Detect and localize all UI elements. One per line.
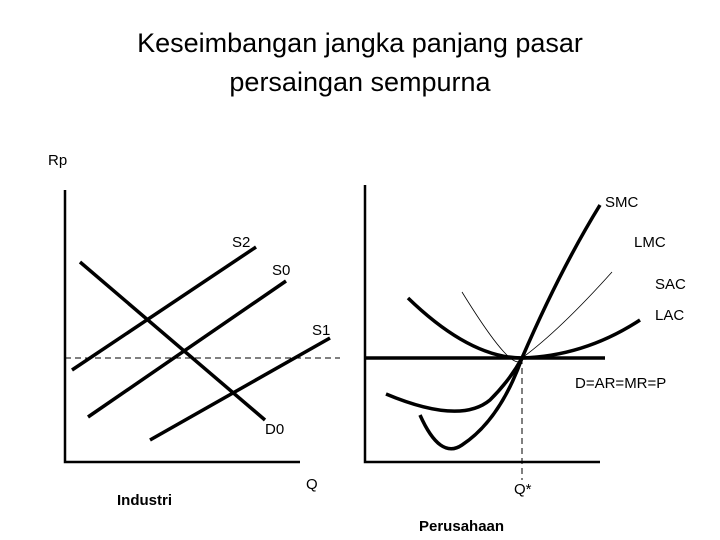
curve-label: D=AR=MR=P (575, 375, 666, 392)
sac-curve (385, 357, 524, 413)
panel-label: Perusahaan (419, 518, 504, 535)
curve-label: D0 (265, 421, 284, 438)
supply-curve (149, 336, 331, 442)
curve-label: S1 (312, 322, 330, 339)
axes (63, 190, 300, 464)
axis-label: Q* (514, 481, 532, 498)
axis-label: Q (306, 476, 318, 493)
curve-label: LMC (634, 234, 666, 251)
supply-curve (87, 279, 287, 419)
smc-curve (418, 204, 602, 451)
title-line: Keseimbangan jangka panjang pasar (137, 28, 583, 58)
curve-label: SAC (655, 276, 686, 293)
curve-label: LAC (655, 307, 684, 324)
lmc-curve (461, 271, 613, 363)
title-line: persaingan sempurna (229, 67, 491, 97)
axis-label: Rp (48, 152, 67, 169)
lac-curve (406, 296, 641, 360)
curve-label: SMC (605, 194, 639, 211)
panel-label: Industri (117, 492, 172, 509)
demand-curve (78, 260, 267, 422)
supply-curve (71, 245, 257, 372)
curve-label: S0 (272, 262, 290, 279)
curve-label: S2 (232, 234, 250, 251)
